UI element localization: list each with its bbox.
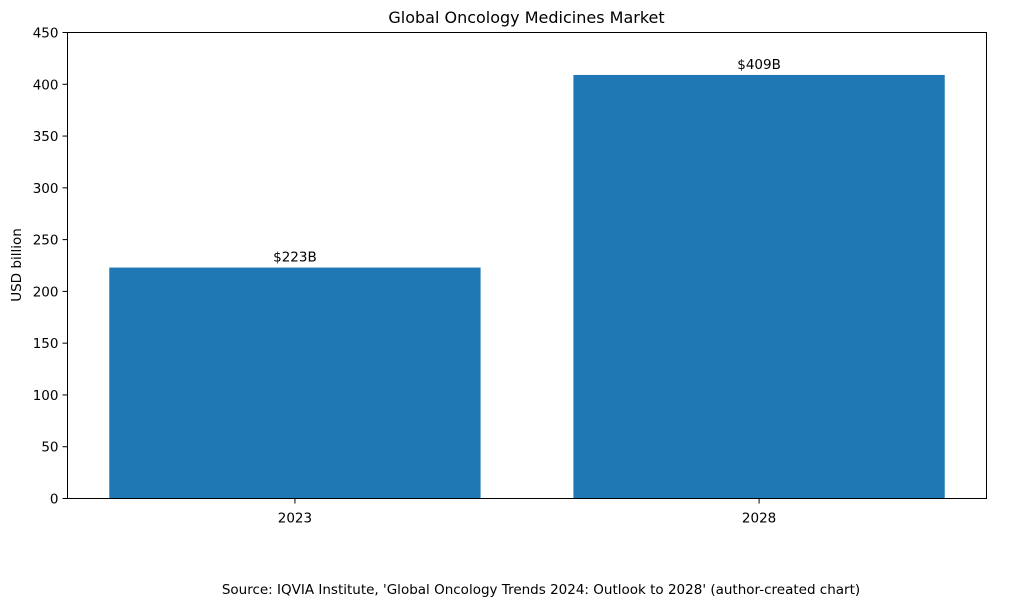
y-tick-label: 250 [33,233,59,249]
y-tick-label: 450 [33,26,59,42]
x-tick-label: 2028 [742,511,776,527]
y-tick-label: 100 [33,388,59,404]
chart-title: Global Oncology Medicines Market [388,8,664,27]
bar-2028 [573,74,945,499]
y-axis-label: USD billion [9,228,25,302]
x-tick-label: 2023 [278,511,312,527]
y-tick-label: 350 [33,129,59,145]
y-tick-label: 0 [50,492,59,508]
data-label: $409B [737,57,781,73]
y-tick-label: 200 [33,284,59,300]
y-tick-label: 50 [41,440,58,456]
y-tick-label: 150 [33,336,59,352]
data-label: $223B [273,250,317,266]
source-note: Source: IQVIA Institute, 'Global Oncolog… [222,582,860,598]
y-tick-label: 400 [33,77,59,93]
y-tick-label: 300 [33,181,59,197]
plot-frame [67,32,987,499]
bar-2023 [109,267,481,499]
